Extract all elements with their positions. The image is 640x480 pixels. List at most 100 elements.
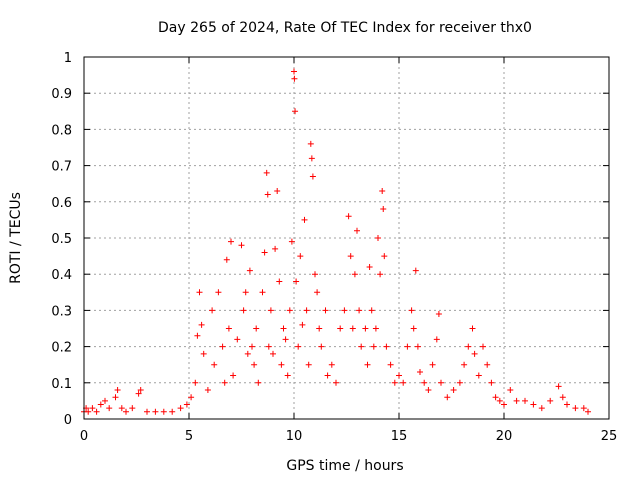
- data-point: [255, 379, 262, 386]
- data-point: [85, 408, 92, 415]
- data-point: [274, 187, 281, 194]
- data-point: [368, 307, 375, 314]
- data-point: [249, 343, 255, 350]
- data-point: [358, 343, 365, 350]
- data-point: [272, 245, 279, 252]
- data-point: [230, 372, 237, 379]
- data-point: [507, 387, 514, 394]
- data-point: [580, 405, 587, 412]
- data-point: [450, 387, 457, 394]
- data-point: [555, 383, 562, 390]
- data-point: [263, 169, 270, 176]
- data-point: [89, 405, 96, 412]
- data-point: [240, 307, 247, 314]
- data-point: [354, 227, 360, 234]
- data-point: [114, 387, 121, 394]
- data-point: [242, 289, 249, 296]
- data-point: [484, 361, 491, 368]
- data-point: [383, 343, 390, 350]
- data-point: [345, 213, 352, 220]
- data-point: [362, 325, 369, 332]
- data-point: [221, 379, 228, 386]
- data-point: [381, 253, 388, 260]
- y-tick-label: 0.1: [51, 377, 72, 392]
- data-point: [183, 401, 190, 408]
- data-point: [135, 390, 142, 397]
- data-point: [370, 343, 377, 350]
- data-point: [97, 401, 104, 408]
- y-tick-label: 0.9: [51, 87, 72, 102]
- data-point: [234, 336, 241, 343]
- data-point: [259, 289, 266, 296]
- data-point: [404, 343, 411, 350]
- data-point: [211, 361, 218, 368]
- data-point: [169, 408, 176, 415]
- data-point: [244, 350, 251, 357]
- x-tick-label: 10: [286, 429, 303, 444]
- data-point: [414, 343, 421, 350]
- data-point: [421, 379, 428, 386]
- data-point: [372, 325, 379, 332]
- data-point: [328, 361, 335, 368]
- data-point: [391, 379, 398, 386]
- data-point: [177, 405, 184, 412]
- data-point: [316, 325, 323, 332]
- data-point: [308, 155, 315, 162]
- data-point: [295, 343, 302, 350]
- data-point: [215, 289, 222, 296]
- data-point: [400, 379, 407, 386]
- data-point: [299, 321, 306, 328]
- data-point: [292, 108, 299, 115]
- data-point: [106, 405, 113, 412]
- data-point: [349, 325, 356, 332]
- data-point: [200, 350, 207, 357]
- data-point: [284, 372, 291, 379]
- data-point: [480, 343, 486, 350]
- data-point: [305, 361, 312, 368]
- data-point: [246, 267, 253, 274]
- x-tick-label: 20: [496, 429, 513, 444]
- data-point: [223, 256, 230, 263]
- data-point: [270, 350, 276, 357]
- data-points: [81, 68, 591, 415]
- data-point: [152, 408, 159, 415]
- data-point: [264, 191, 271, 198]
- x-tick-label: 5: [185, 429, 193, 444]
- y-axis-title: ROTI / TECUs: [8, 192, 24, 284]
- data-point: [276, 278, 283, 285]
- data-point: [585, 408, 591, 415]
- data-point: [559, 394, 566, 401]
- data-point: [444, 394, 451, 401]
- data-point: [351, 271, 358, 278]
- y-tick-label: 0.7: [51, 160, 72, 175]
- data-point: [291, 68, 297, 75]
- data-point: [261, 249, 268, 256]
- y-tick-label: 0.2: [51, 341, 72, 356]
- data-point: [102, 397, 108, 404]
- data-point: [488, 379, 495, 386]
- data-point: [192, 379, 199, 386]
- data-point: [204, 387, 211, 394]
- data-point: [307, 140, 314, 147]
- data-point: [501, 401, 507, 408]
- data-point: [417, 368, 423, 375]
- data-point: [377, 271, 384, 278]
- data-point: [513, 397, 520, 404]
- data-point: [282, 336, 289, 343]
- data-point: [293, 278, 300, 285]
- data-point: [312, 271, 318, 278]
- data-point: [408, 307, 415, 314]
- data-point: [123, 408, 129, 415]
- y-axis-ticks: 0 0.1 0.2 0.3 0.4 0.5 0.6 0.7 0.8 0.9 1: [51, 51, 609, 428]
- y-tick-label: 0.4: [51, 268, 72, 283]
- data-point: [341, 307, 348, 314]
- data-point: [196, 289, 203, 296]
- chart-title: Day 265 of 2024, Rate Of TEC Index for r…: [158, 20, 532, 36]
- data-point: [225, 325, 232, 332]
- x-axis-title: GPS time / hours: [286, 458, 403, 474]
- data-point: [530, 401, 537, 408]
- data-point: [396, 372, 402, 379]
- y-tick-label: 0.8: [51, 123, 72, 138]
